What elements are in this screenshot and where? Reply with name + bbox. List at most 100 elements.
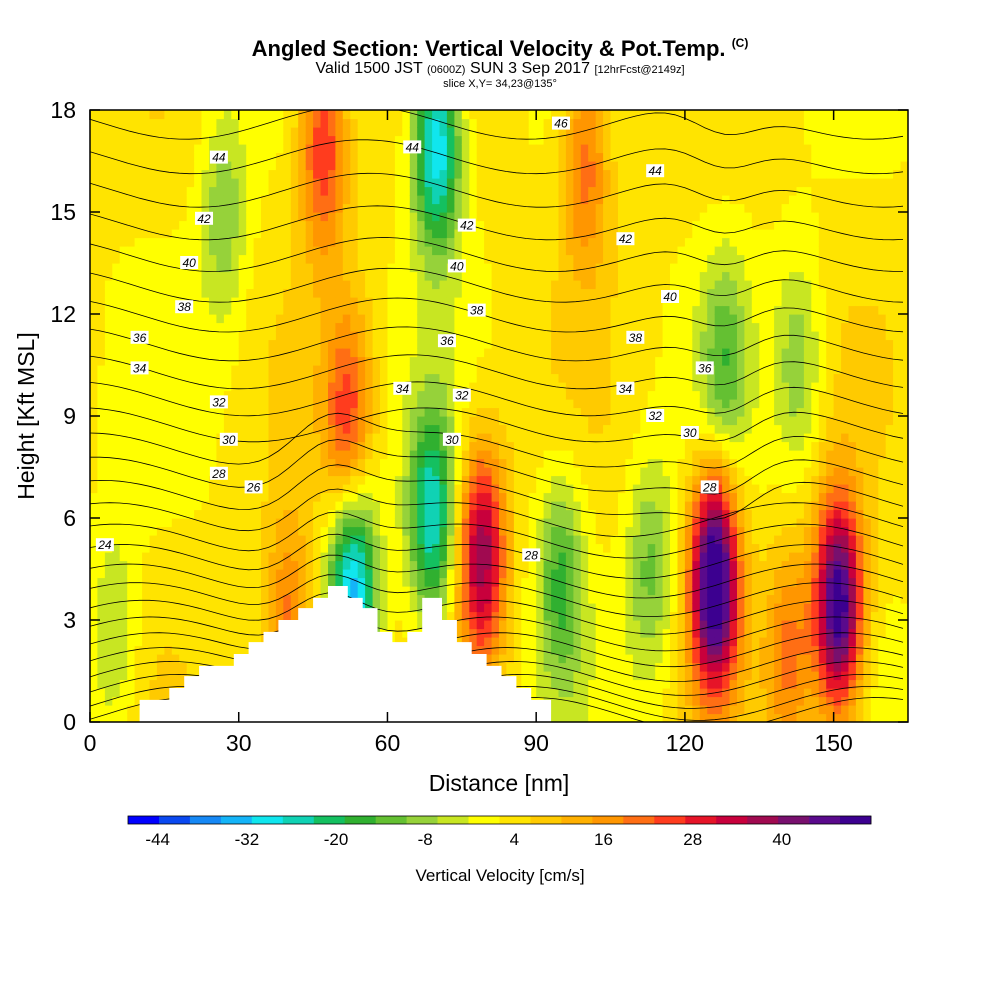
velocity-cell [521, 679, 530, 689]
velocity-cell [194, 135, 203, 145]
velocity-cell [536, 365, 545, 375]
velocity-cell [543, 144, 552, 154]
velocity-cell [268, 577, 277, 587]
velocity-cell [402, 424, 411, 434]
velocity-cell [335, 212, 344, 222]
velocity-cell [446, 458, 455, 468]
velocity-cell [513, 331, 522, 341]
velocity-cell [179, 458, 188, 468]
velocity-cell [476, 110, 485, 120]
velocity-cell [179, 475, 188, 485]
velocity-cell [565, 620, 574, 630]
velocity-cell [357, 263, 366, 273]
velocity-cell [127, 450, 136, 460]
velocity-cell [484, 135, 493, 145]
velocity-cell [149, 331, 158, 341]
velocity-cell [238, 526, 247, 536]
velocity-cell [261, 382, 269, 392]
velocity-cell [424, 382, 433, 392]
velocity-cell [149, 169, 158, 179]
velocity-cell [246, 399, 255, 409]
velocity-cell [461, 569, 470, 579]
velocity-cell [290, 390, 299, 400]
velocity-cell [543, 229, 552, 239]
velocity-cell [179, 110, 188, 120]
velocity-cell [499, 492, 507, 502]
velocity-cell [268, 373, 277, 383]
velocity-cell [551, 297, 560, 307]
velocity-cell [171, 552, 180, 562]
velocity-cell [558, 178, 567, 188]
velocity-cell [238, 203, 247, 213]
velocity-cell [298, 280, 307, 290]
velocity-cell [216, 458, 225, 468]
velocity-cell [417, 407, 426, 417]
velocity-cell [342, 467, 351, 477]
velocity-cell [275, 416, 284, 426]
velocity-cell [409, 348, 418, 358]
velocity-cell [409, 458, 418, 468]
velocity-cell [476, 254, 485, 264]
velocity-cell [104, 705, 113, 715]
velocity-cell [320, 110, 329, 120]
velocity-cell [595, 679, 604, 689]
velocity-cell [402, 441, 411, 451]
velocity-cell [350, 348, 359, 358]
velocity-cell [484, 110, 493, 120]
velocity-cell [469, 552, 478, 562]
velocity-cell [484, 543, 493, 553]
velocity-cell [97, 135, 106, 145]
velocity-cell [112, 560, 121, 570]
velocity-cell [142, 620, 151, 630]
velocity-cell [409, 611, 418, 621]
velocity-cell [305, 535, 314, 545]
velocity-cell [565, 458, 574, 468]
velocity-cell [461, 552, 470, 562]
velocity-cell [588, 662, 597, 672]
velocity-cell [558, 373, 567, 383]
velocity-cell [231, 509, 240, 519]
velocity-cell [588, 373, 597, 383]
velocity-cell [588, 186, 597, 196]
velocity-cell [536, 407, 545, 417]
velocity-cell [231, 560, 240, 570]
velocity-cell [119, 416, 128, 426]
velocity-cell [209, 178, 217, 188]
velocity-cell [573, 305, 582, 315]
velocity-cell [484, 492, 493, 502]
velocity-cell [231, 144, 240, 154]
velocity-cell [275, 186, 284, 196]
velocity-cell [231, 628, 240, 638]
velocity-cell [201, 263, 210, 273]
velocity-cell [476, 271, 485, 281]
velocity-cell [588, 484, 597, 494]
velocity-cell [171, 467, 180, 477]
velocity-cell [595, 535, 604, 545]
velocity-cell [402, 297, 411, 307]
velocity-cell [246, 450, 255, 460]
velocity-cell [320, 569, 329, 579]
velocity-cell [380, 297, 388, 307]
velocity-cell [499, 280, 507, 290]
velocity-cell [298, 246, 307, 256]
velocity-cell [491, 297, 500, 307]
velocity-cell [469, 620, 478, 630]
velocity-cell [409, 399, 418, 409]
velocity-cell [171, 560, 180, 570]
velocity-cell [551, 203, 560, 213]
velocity-cell [216, 339, 225, 349]
velocity-cell [90, 195, 98, 205]
velocity-cell [603, 654, 612, 664]
velocity-cell [179, 135, 188, 145]
velocity-cell [439, 373, 448, 383]
velocity-cell [201, 577, 210, 587]
velocity-cell [439, 467, 448, 477]
velocity-cell [268, 135, 277, 145]
velocity-cell [432, 509, 441, 519]
velocity-cell [119, 237, 128, 247]
velocity-cell [365, 322, 374, 332]
velocity-cell [298, 220, 307, 230]
velocity-cell [320, 399, 329, 409]
velocity-cell [558, 322, 567, 332]
velocity-cell [432, 135, 441, 145]
